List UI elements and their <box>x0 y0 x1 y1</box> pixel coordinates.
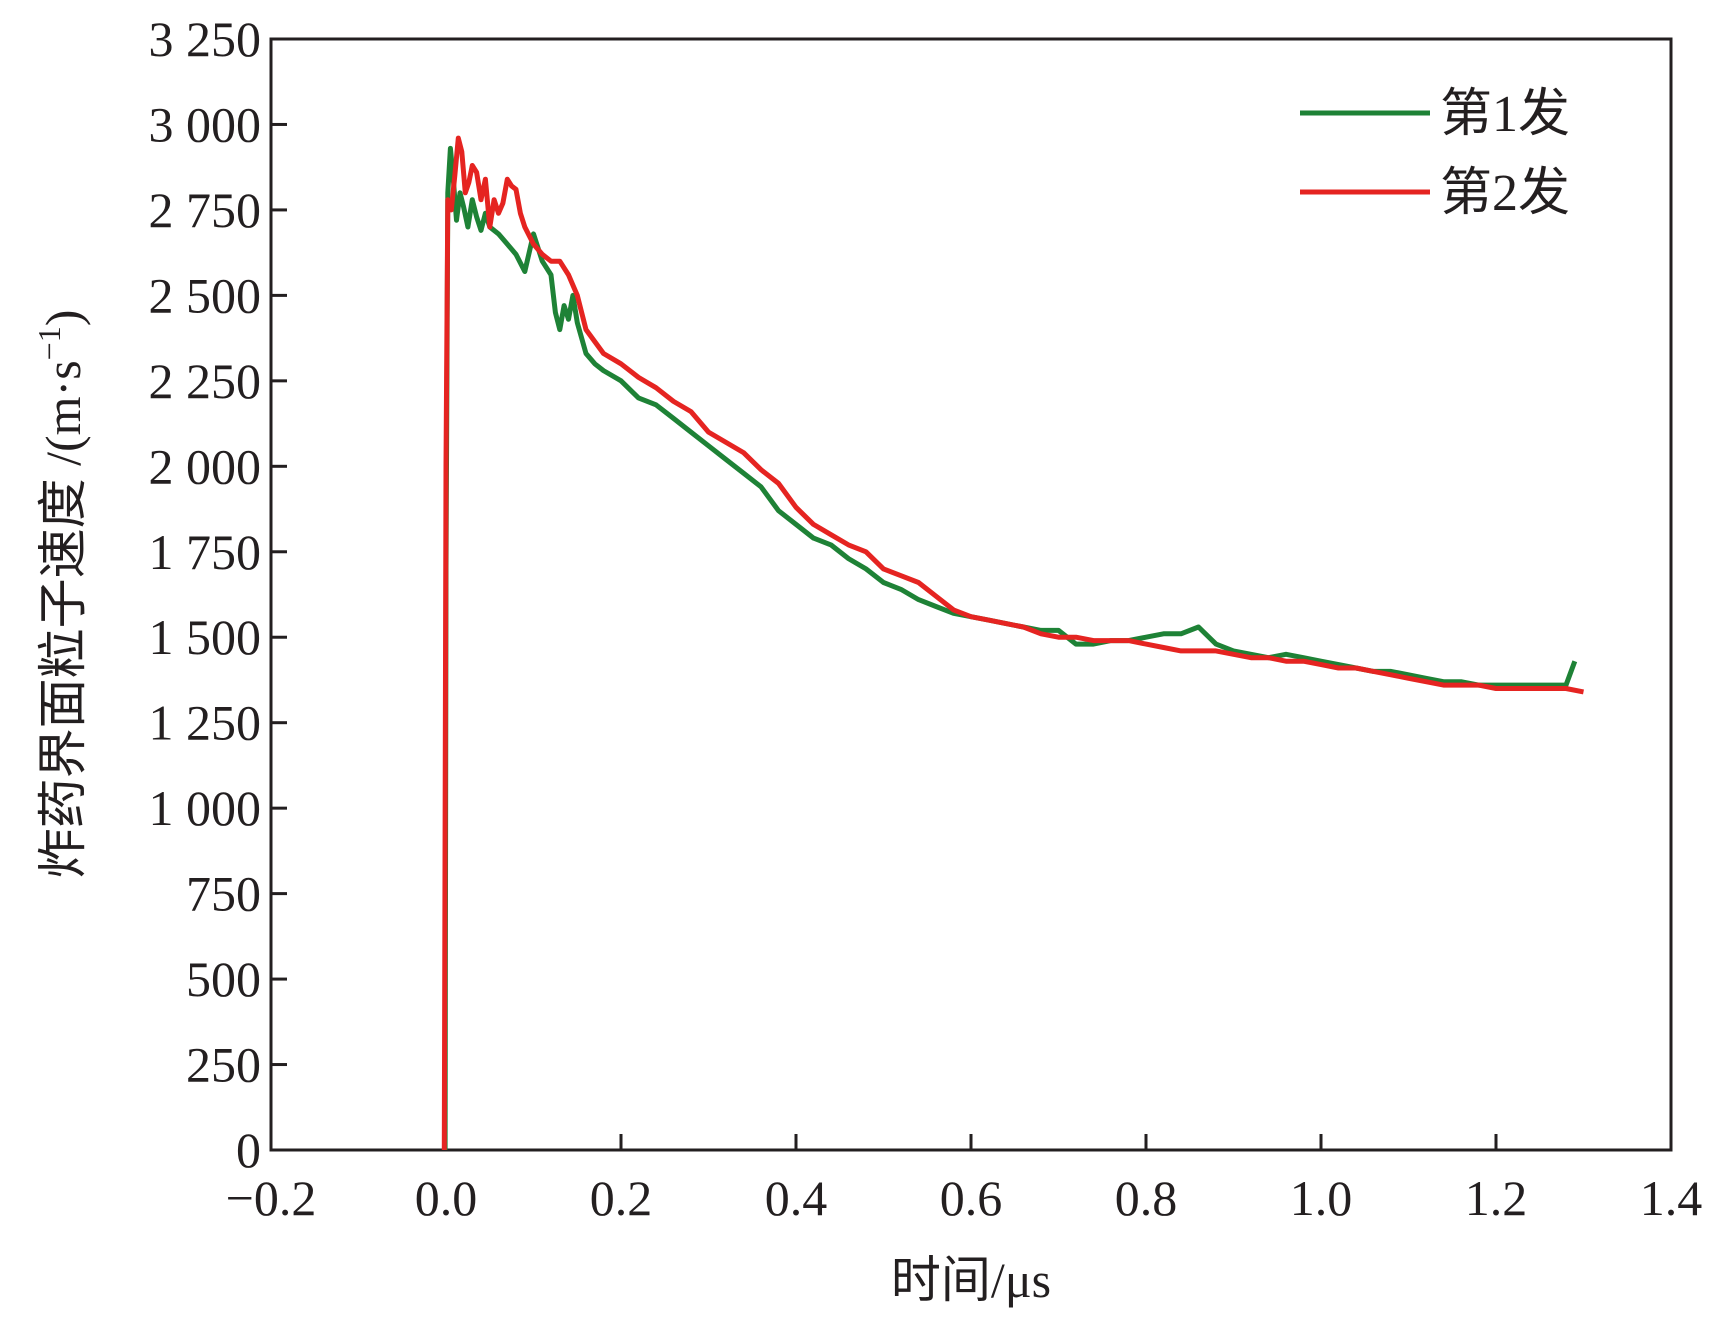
x-axis-title: 时间/μs <box>891 1252 1051 1308</box>
y-tick-label: 3 250 <box>149 11 262 67</box>
y-axis-ticks: 0 250 500 750 1 000 1 250 1 500 1 750 2 000 2 250… <box>149 11 287 1178</box>
y-tick-label: 3 000 <box>149 96 262 152</box>
y-tick-label: 750 <box>186 866 261 922</box>
x-tick-label: 1.0 <box>1290 1170 1353 1226</box>
y-axis-title-close: ) <box>35 310 91 327</box>
y-axis-title-superscript: −1 <box>31 326 67 360</box>
y-tick-label: 2 500 <box>149 267 262 323</box>
y-tick-label: 0 <box>236 1122 261 1178</box>
y-tick-label: 1 000 <box>149 780 262 836</box>
x-tick-label: 1.4 <box>1640 1170 1703 1226</box>
y-axis-title-main: 炸药界面粒子速度 /(m·s <box>35 360 91 878</box>
series-line-1 <box>442 145 1578 1151</box>
x-tick-label: 0.4 <box>765 1170 828 1226</box>
y-axis-title: 炸药界面粒子速度 /(m·s−1) <box>31 310 91 879</box>
x-tick-label: 0.2 <box>590 1170 653 1226</box>
y-tick-label: 1 750 <box>149 524 262 580</box>
x-tick-label: 0.6 <box>940 1170 1003 1226</box>
series-layer <box>441 135 1584 1151</box>
legend: 第1发 第2发 <box>1300 86 1570 222</box>
x-tick-label: 1.2 <box>1465 1170 1528 1226</box>
x-tick-label: 0.8 <box>1115 1170 1178 1226</box>
y-tick-label: 1 250 <box>149 695 262 751</box>
x-axis-ticks: −0.2 0.0 0.2 0.4 0.6 0.8 1.0 1.2 1.4 <box>226 1134 1703 1226</box>
legend-label-series-2: 第2发 <box>1440 165 1570 222</box>
legend-label-series-1: 第1发 <box>1440 86 1570 143</box>
series-line-2 <box>441 135 1584 1151</box>
y-tick-label: 250 <box>186 1037 261 1093</box>
x-tick-label: −0.2 <box>226 1170 317 1226</box>
y-tick-label: 1 500 <box>149 609 262 665</box>
x-tick-label: 0.0 <box>415 1170 478 1226</box>
y-tick-label: 2 000 <box>149 438 262 494</box>
y-tick-label: 2 750 <box>149 182 262 238</box>
y-tick-label: 2 250 <box>149 353 262 409</box>
y-tick-label: 500 <box>186 951 261 1007</box>
